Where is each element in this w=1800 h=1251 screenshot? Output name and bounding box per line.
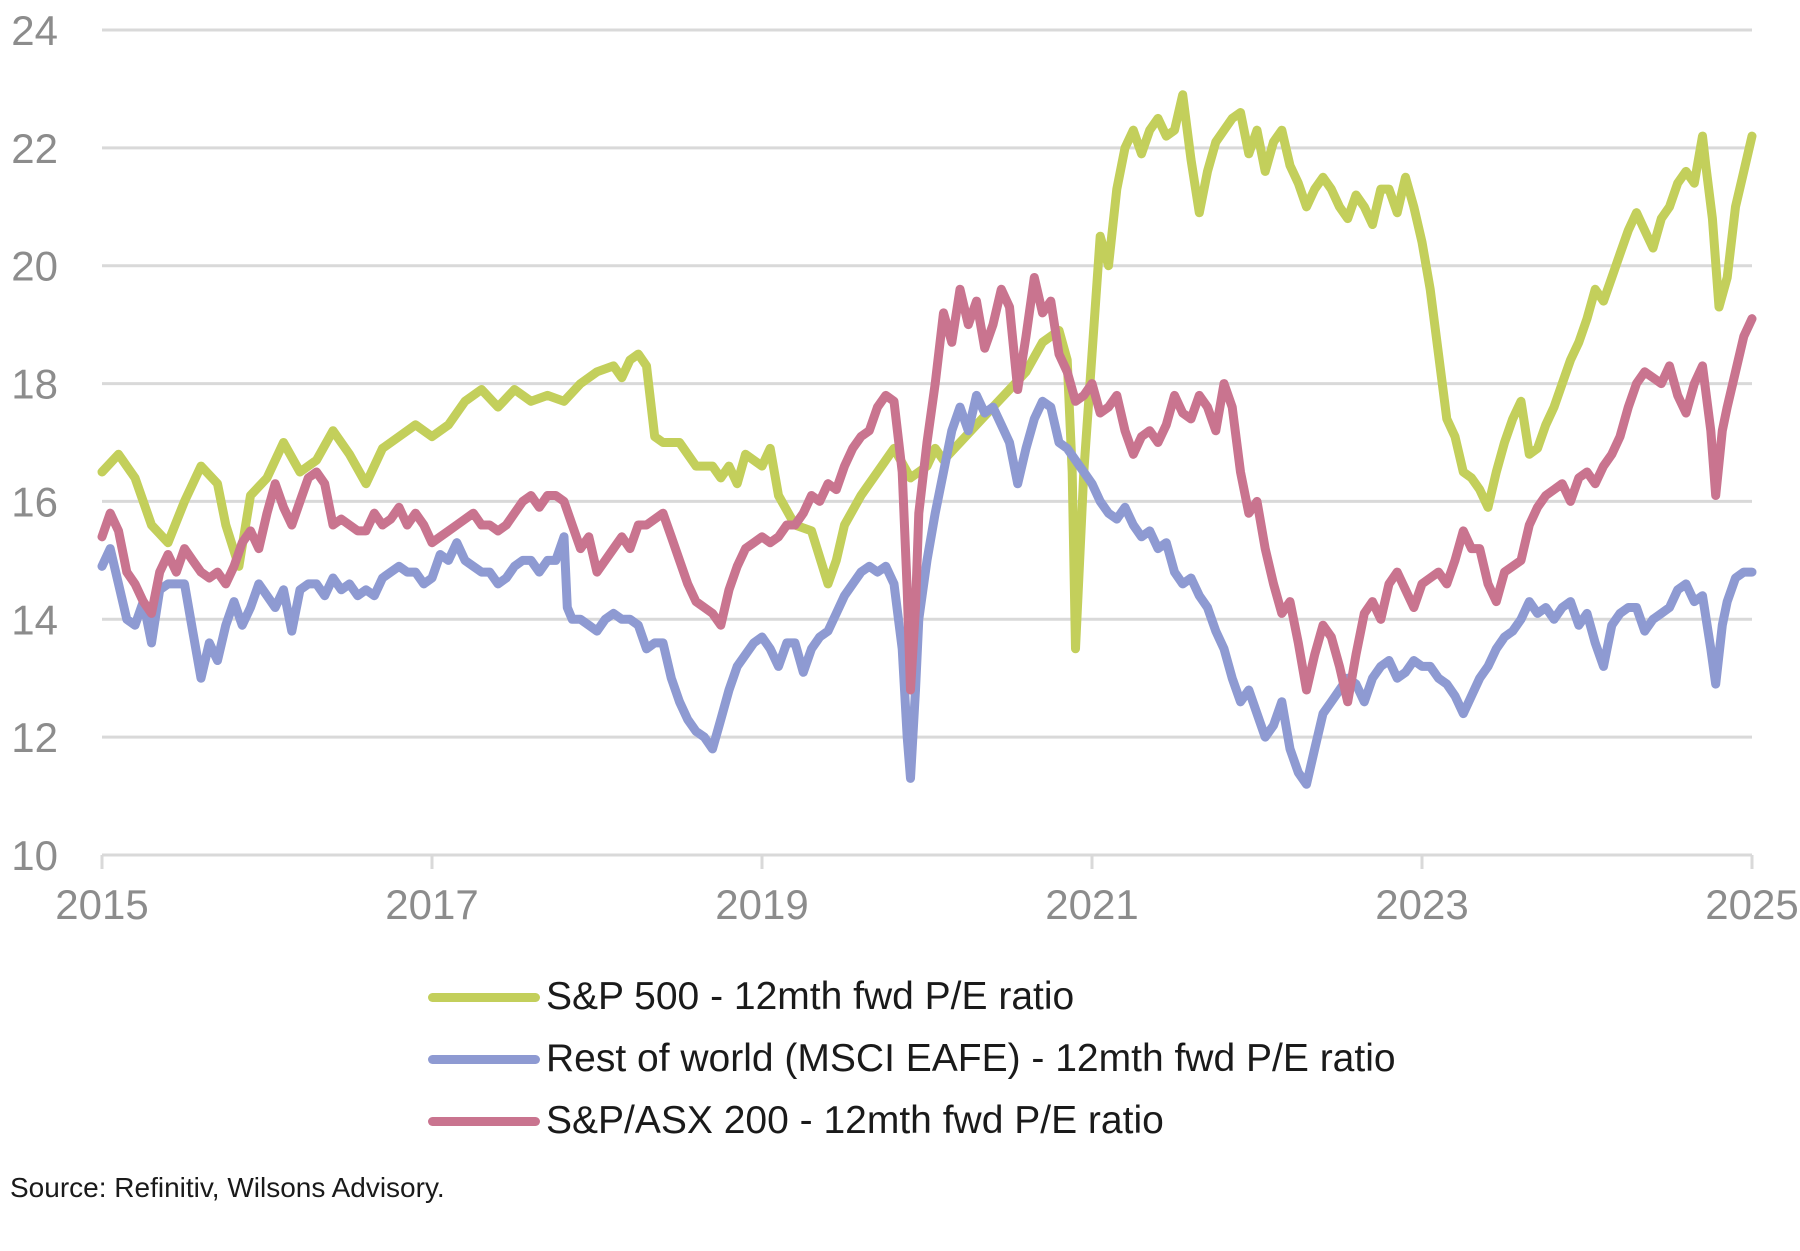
legend-swatch-msci-eafe [428,1054,540,1064]
legend-label-sp500: S&P 500 - 12mth fwd P/E ratio [546,975,1075,1018]
legend-item-sp500: S&P 500 - 12mth fwd P/E ratio [428,966,1396,1028]
y-tick-label: 18 [11,361,58,408]
x-tick-label: 2019 [715,881,808,928]
legend-swatch-sp500 [428,992,540,1002]
legend-item-msci-eafe: Rest of world (MSCI EAFE) - 12mth fwd P/… [428,1028,1396,1090]
y-tick-label: 14 [11,596,58,643]
y-tick-label: 12 [11,714,58,761]
x-tick-label: 2025 [1705,881,1798,928]
series-line-asx200 [97,273,1757,707]
y-tick-label: 24 [11,7,58,54]
source-note: Source: Refinitiv, Wilsons Advisory. [10,1172,445,1203]
chart-legend: S&P 500 - 12mth fwd P/E ratio Rest of wo… [428,966,1396,1152]
y-tick-label: 16 [11,478,58,525]
series-line-msci-eafe [97,390,1757,789]
series-line-sp500 [97,90,1757,654]
x-tick-label: 2015 [55,881,148,928]
legend-label-asx200: S&P/ASX 200 - 12mth fwd P/E ratio [546,1099,1164,1142]
legend-swatch-asx200 [428,1116,540,1126]
x-tick-label: 2017 [385,881,478,928]
y-tick-label: 10 [11,832,58,879]
x-tick-label: 2021 [1045,881,1138,928]
y-tick-label: 22 [11,125,58,172]
x-tick-label: 2023 [1375,881,1468,928]
y-tick-label: 20 [11,243,58,290]
legend-item-asx200: S&P/ASX 200 - 12mth fwd P/E ratio [428,1090,1396,1152]
legend-label-msci-eafe: Rest of world (MSCI EAFE) - 12mth fwd P/… [546,1037,1396,1080]
